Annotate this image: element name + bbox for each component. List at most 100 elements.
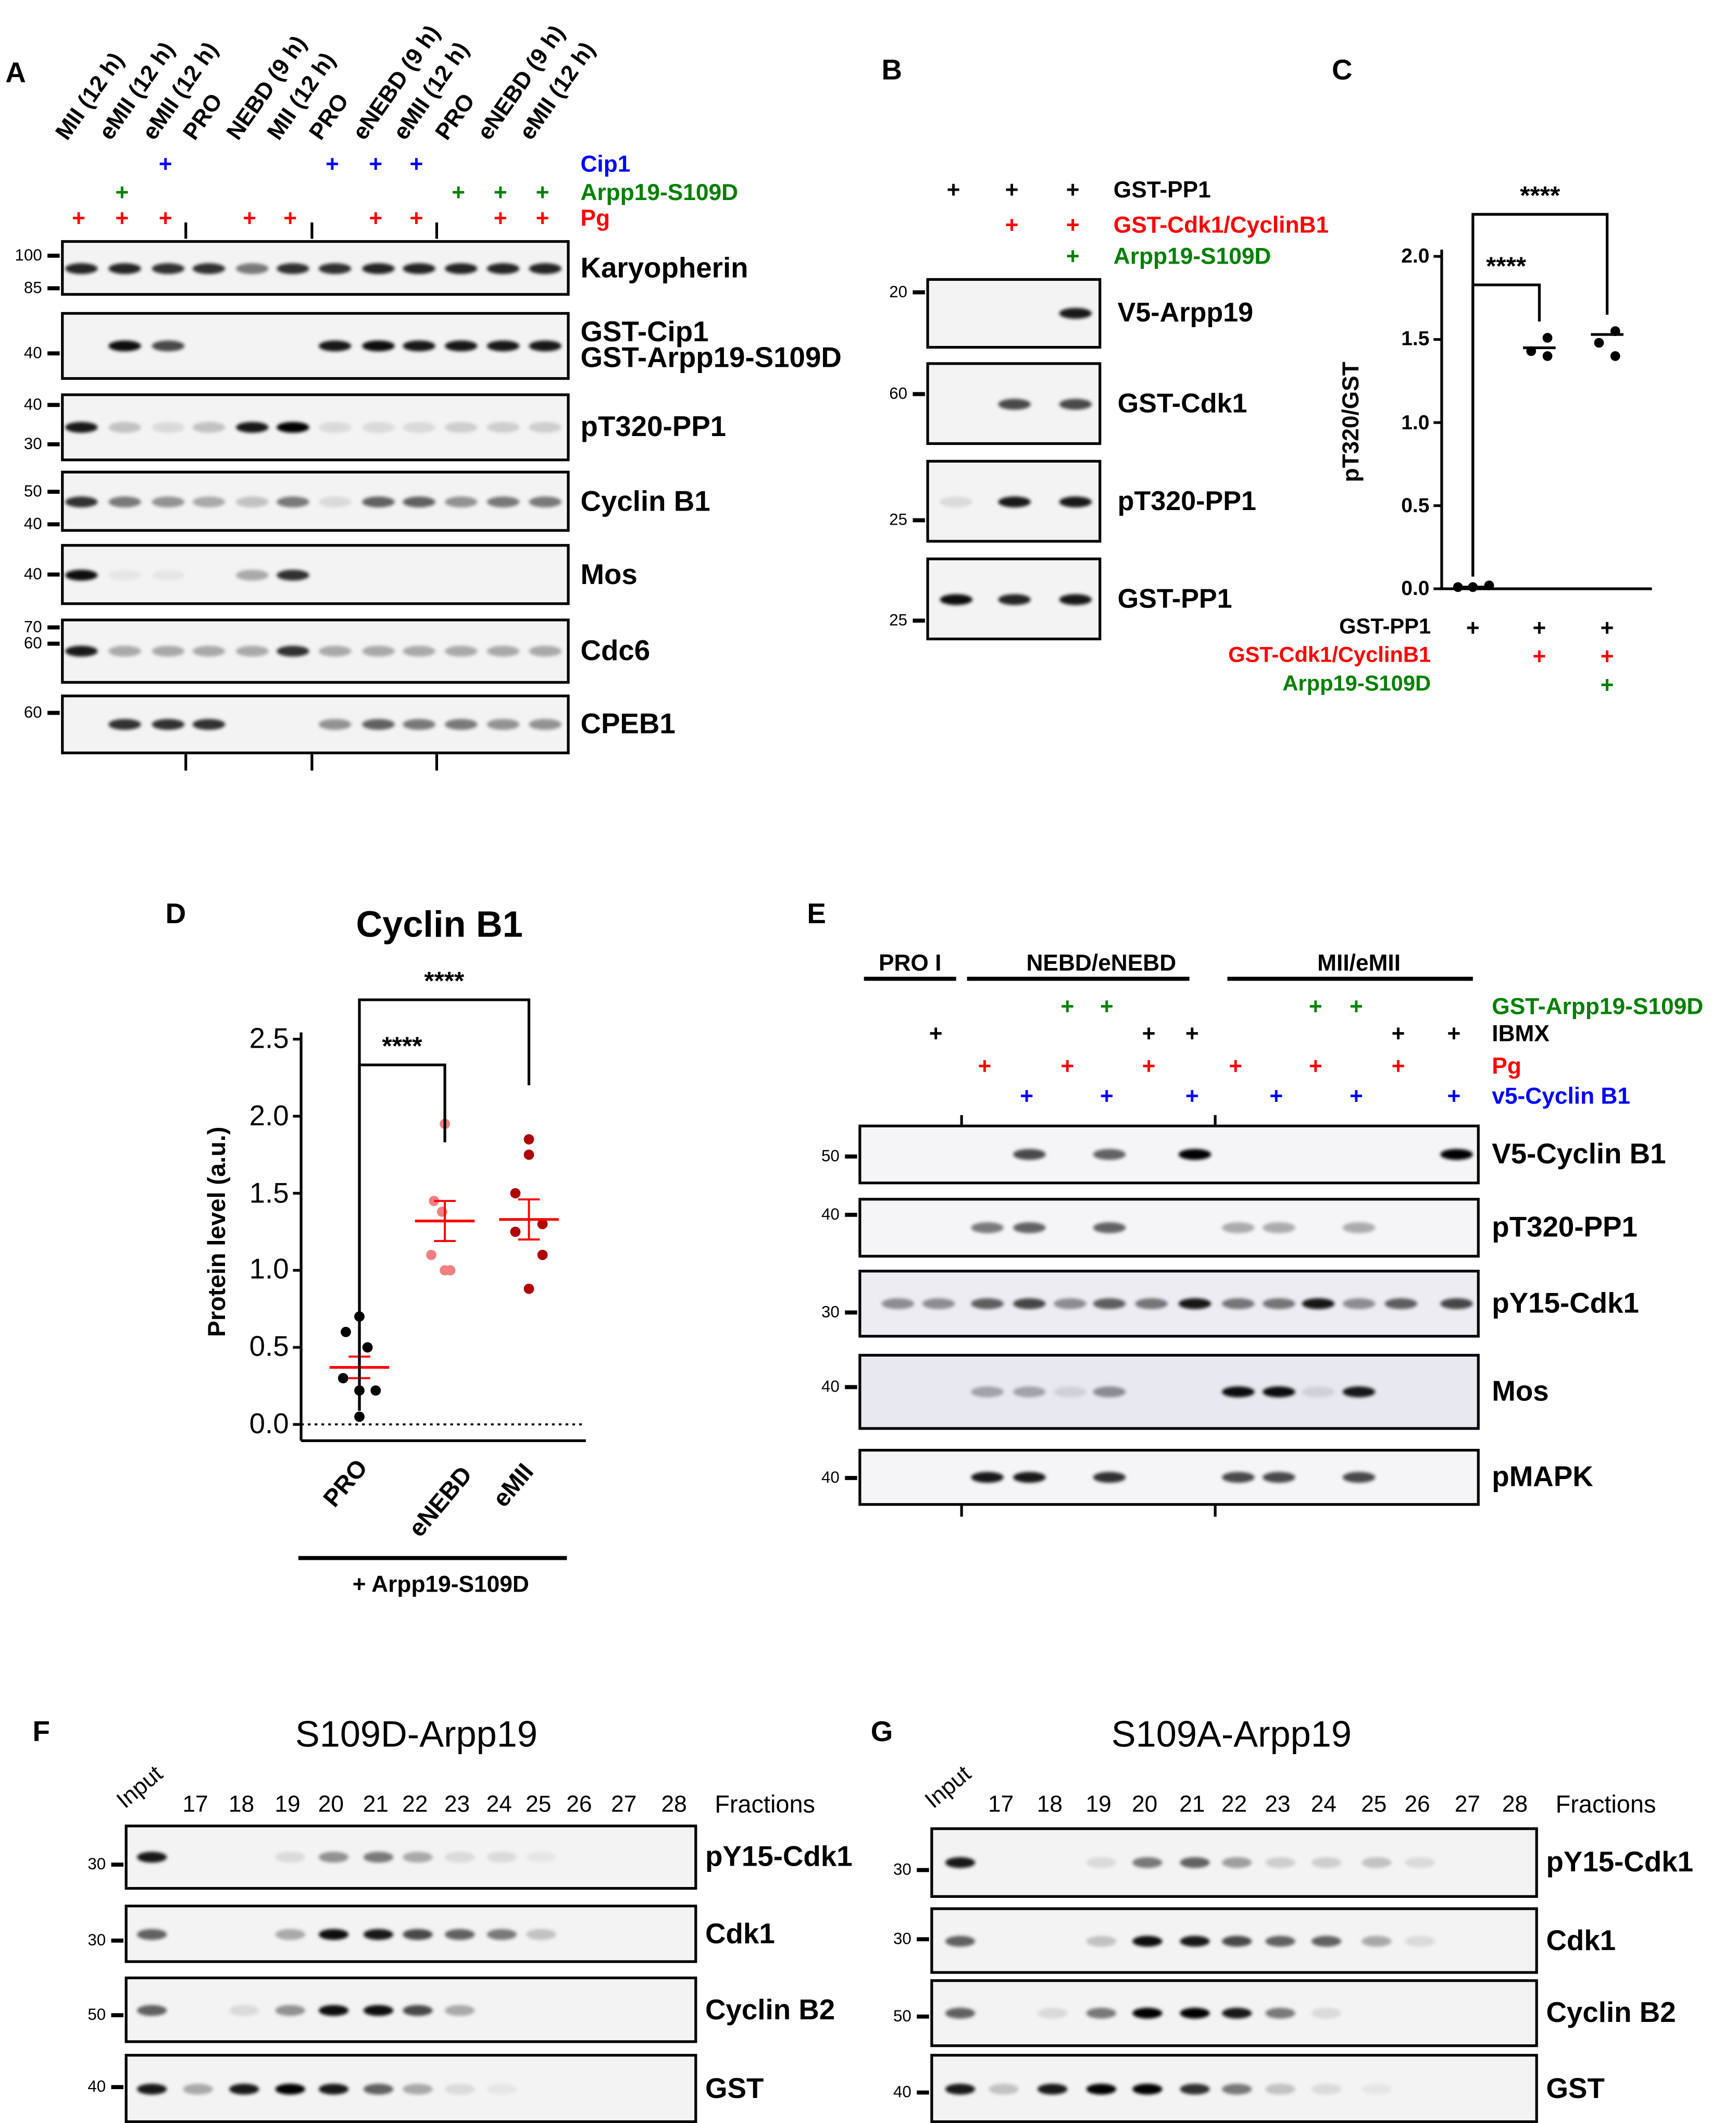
blot-label: pY15-Cdk1 [1546,1847,1694,1879]
panel-label: G [870,1717,893,1748]
marker-tick [111,1863,123,1866]
band [1405,1857,1435,1868]
band [403,2004,433,2016]
lane-label: 18 [1036,1791,1063,1817]
band [152,262,185,274]
band [318,495,352,507]
panel-label: B [881,55,903,86]
lane-label: 18 [228,1791,255,1817]
plus-mark: + [1060,994,1075,1020]
band [1054,1386,1086,1398]
significance-bracket [358,998,531,1411]
marker-tick [47,253,60,257]
plus-mark: + [1532,615,1546,641]
plus-mark: + [369,205,383,231]
lane-label: 24 [1310,1791,1337,1817]
band [1093,1298,1126,1309]
band [445,262,478,274]
y-tick-label: 2.5 [249,1023,289,1055]
y-tick-label: 2.0 [249,1100,289,1132]
treatment-label: GST-Cdk1/CyclinB1 [1228,644,1431,668]
band [1384,1298,1418,1309]
band [1178,1298,1212,1309]
band [445,719,478,730]
marker-tick [47,641,60,645]
band [1132,2007,1163,2019]
band [1093,1386,1126,1398]
marker-tick [111,1938,123,1942]
lane-divider [1214,1115,1217,1126]
band [529,719,562,730]
data-point [523,1134,534,1145]
mw-marker: 50 [23,481,42,501]
plus-mark: + [535,180,549,206]
blot-pt320-pp1 [926,460,1102,543]
blot-label: Cdk1 [1546,1925,1616,1956]
plus-mark: + [1060,1053,1075,1079]
band [445,2004,475,2016]
lane-label: 21 [363,1791,389,1817]
band [1086,1857,1117,1868]
blot-mos [61,544,570,605]
band [989,2083,1019,2094]
significance-label: **** [1486,253,1527,282]
band [1132,1935,1163,1946]
band [486,719,520,730]
blot-label: GST [705,2072,764,2104]
band [1342,1298,1376,1309]
plus-mark: + [1600,672,1614,698]
band [1093,1149,1126,1160]
mw-marker: 40 [821,1376,840,1396]
lane-divider [1214,1506,1217,1517]
band [1180,1935,1210,1946]
treatment-label: v5-Cyclin B1 [1492,1083,1631,1109]
panel-title: S109A-Arpp19 [1111,1714,1352,1755]
lane-label: 25 [1361,1791,1387,1817]
marker-tick [47,711,60,714]
blot-mos [858,1354,1480,1430]
band [236,421,269,433]
blot-label: GST [1546,2072,1605,2104]
blot-cdc6 [61,618,570,684]
band [486,1928,517,1940]
lane-label: 19 [274,1791,301,1817]
blot-pmapk [858,1448,1480,1506]
band [529,340,562,352]
band [1265,2007,1295,2019]
band [1059,398,1092,409]
band [236,645,269,657]
condition-group-label: MII/eMII [1317,950,1401,976]
mw-marker: 30 [893,1859,911,1879]
marker-tick [47,625,60,629]
data-point [426,1249,436,1260]
mw-marker: 30 [88,1930,106,1950]
treatment-label: Arpp19-S109D [580,180,739,206]
band [318,2083,349,2094]
band [1180,2007,1210,2019]
plus-mark: + [1020,1083,1034,1109]
plus-mark: + [1066,243,1080,269]
blot-cyclin-b1 [61,470,570,532]
band [1093,1222,1126,1233]
marker-tick [917,1868,929,1872]
plus-mark: + [1142,1053,1156,1079]
blot-label: V5-Cyclin B1 [1492,1138,1666,1170]
mw-marker: 20 [889,282,908,302]
band [65,569,98,580]
mw-marker: 25 [889,510,908,529]
plus-mark: + [72,205,85,231]
band [1311,1857,1342,1868]
band [1311,2083,1342,2094]
band [1342,1222,1376,1233]
treatment-label: GST-Arpp19-S109D [1492,994,1704,1020]
data-point [370,1385,381,1396]
band [108,719,141,730]
marker-tick [913,518,925,522]
band [1222,1935,1252,1946]
lane-divider [184,222,188,239]
band [445,2083,475,2094]
group-label: + Arpp19-S109D [352,1571,529,1598]
band [945,2007,976,2019]
lane-divider [960,1115,963,1126]
